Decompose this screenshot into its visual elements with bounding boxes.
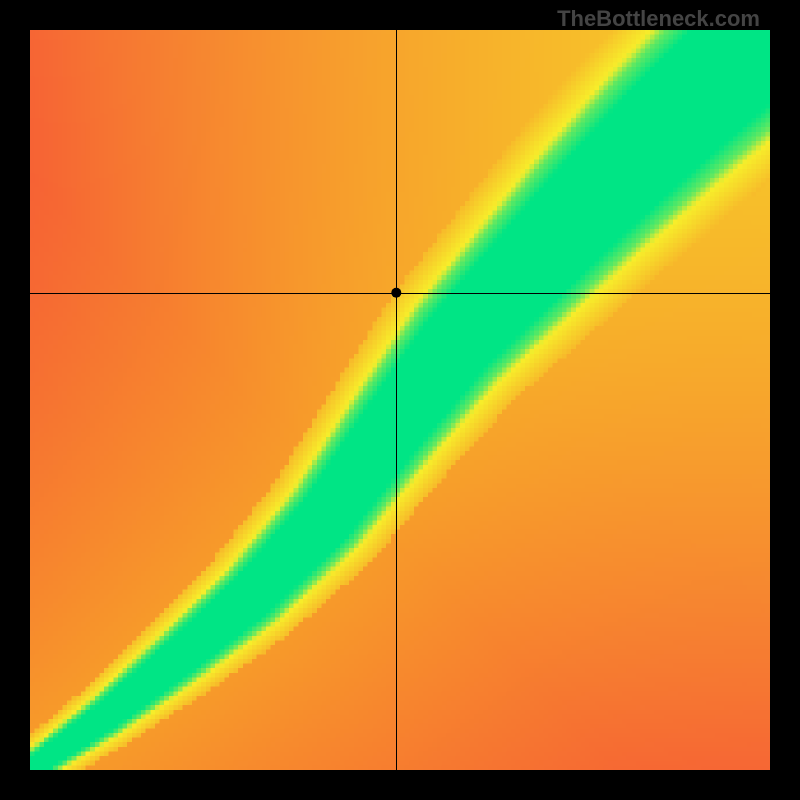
chart-container: TheBottleneck.com	[0, 0, 800, 800]
plot-area	[30, 30, 770, 770]
overlay-canvas	[30, 30, 770, 770]
watermark-text: TheBottleneck.com	[557, 6, 760, 32]
